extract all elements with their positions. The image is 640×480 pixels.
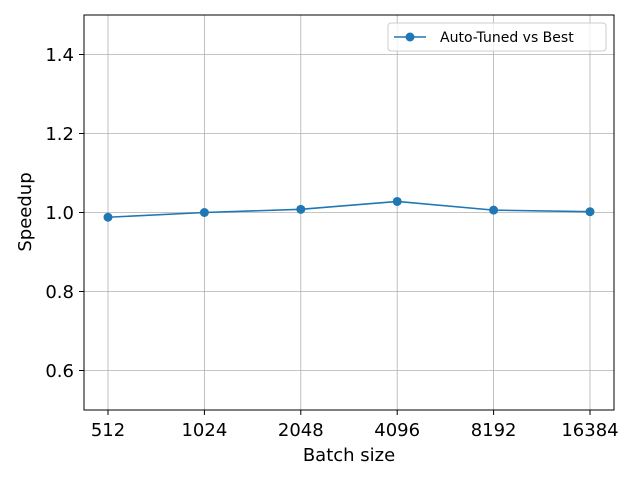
series-line [107,200,591,219]
x-tick-label: 1024 [181,420,227,441]
y-tick-label: 1.2 [45,124,74,145]
x-tick-label: 4096 [374,420,420,441]
y-axis-ticks: 0.6 0.8 1.0 1.2 1.4 [45,45,84,382]
y-tick-label: 0.8 [45,282,74,303]
data-point-16384 [585,207,595,217]
y-tick-label: 1.4 [45,45,74,66]
x-axis-ticks: 512 1024 2048 4096 8192 16384 [91,410,619,441]
data-point-2048 [296,204,306,214]
x-tick-label: 512 [91,420,125,441]
legend: Auto-Tuned vs Best [387,22,607,52]
x-tick-label: 8192 [471,420,517,441]
data-point-8192 [489,205,499,215]
data-point-1024 [199,208,209,217]
data-point-4096 [392,196,402,206]
y-tick-label: 0.6 [45,361,74,382]
x-tick-label: 16384 [561,420,618,441]
y-tick-label: 1.0 [45,203,74,224]
data-point-512 [103,212,113,222]
legend-marker-swatch [405,32,415,42]
series-layer [103,196,595,222]
legend-label: Auto-Tuned vs Best [440,30,574,46]
legend-box [387,22,607,52]
y-axis-label: Speedup [15,172,36,251]
x-tick-label: 2048 [278,420,324,441]
x-axis-label: Batch size [303,445,395,466]
